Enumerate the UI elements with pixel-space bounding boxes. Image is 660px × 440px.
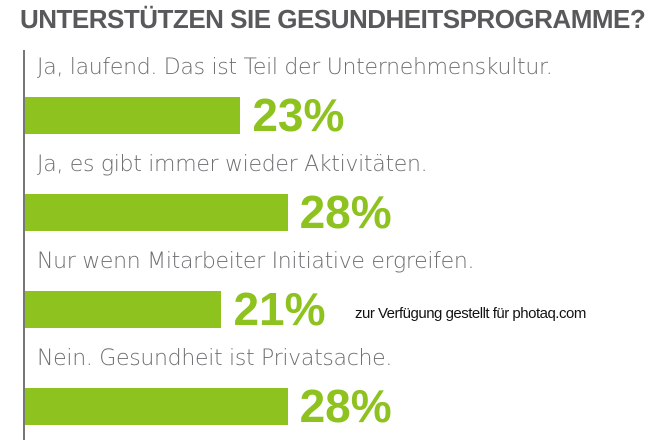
value-label: 28%: [299, 380, 392, 432]
chart-title: UNTERSTÜTZEN SIE GESUNDHEITSPROGRAMME?: [20, 4, 646, 34]
category-label: Nein. Gesundheit ist Privatsache.: [37, 346, 393, 371]
value-label: 23%: [252, 89, 345, 141]
bar: [25, 194, 288, 231]
bar: [25, 388, 288, 425]
bar: [25, 97, 241, 134]
category-label: Ja, laufend. Das ist Teil der Unternehme…: [37, 55, 553, 80]
value-label: 28%: [299, 186, 392, 238]
value-label: 21%: [233, 283, 326, 335]
y-axis-line: [23, 50, 25, 440]
category-label: Ja, es gibt immer wieder Aktivitäten.: [37, 152, 428, 177]
watermark: zur Verfügung gestellt für photaq.com: [355, 305, 586, 322]
bar: [25, 291, 222, 328]
category-label: Nur wenn Mitarbeiter Initiative ergreife…: [37, 249, 475, 274]
